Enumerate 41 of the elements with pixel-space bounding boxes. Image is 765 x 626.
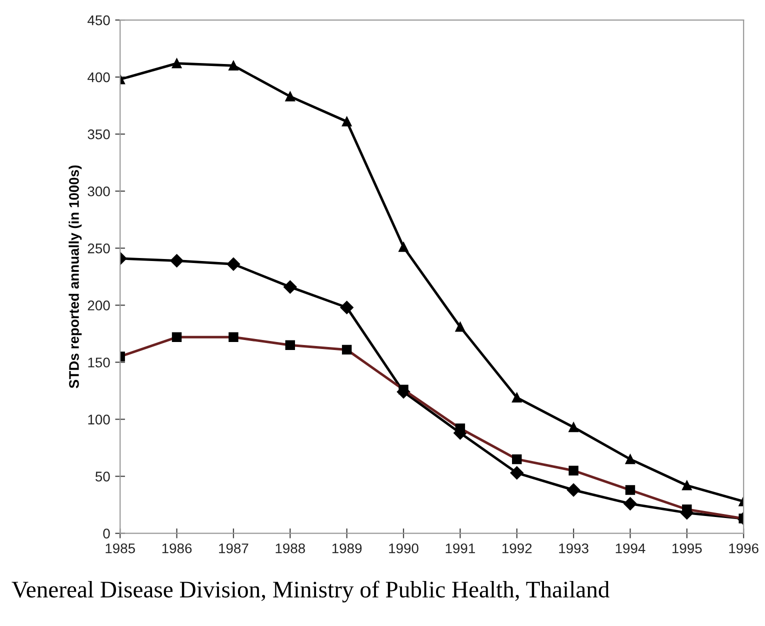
- y-tick-label: 300: [88, 186, 110, 196]
- x-tick-label: 1995: [672, 543, 702, 554]
- point: [624, 497, 637, 510]
- point: [284, 280, 297, 294]
- x-tick-label: 1988: [276, 543, 305, 554]
- y-tick-label: 400: [88, 72, 110, 82]
- point: [568, 422, 578, 432]
- x-tick-label: 1992: [502, 543, 532, 554]
- x-tick-label: 1986: [162, 543, 192, 554]
- y-tick-label: 150: [88, 358, 110, 368]
- point: [170, 254, 184, 268]
- y-tick-label: 50: [95, 472, 110, 482]
- y-tick-label: 0: [103, 528, 110, 539]
- x-tick-label: 1987: [219, 543, 248, 554]
- y-tick-label: 450: [88, 15, 110, 26]
- point: [455, 322, 466, 332]
- y-tick-label: 200: [88, 300, 110, 310]
- point: [625, 454, 636, 464]
- y-tick-label: 100: [88, 414, 110, 424]
- x-tick-label: 1985: [106, 543, 135, 554]
- y-axis-title: STDs reported annually (in 1000s): [68, 165, 82, 388]
- point: [512, 392, 522, 402]
- point: [172, 58, 182, 68]
- point: [510, 466, 524, 480]
- x-tick-label: 1991: [446, 543, 475, 554]
- y-tick-label: 350: [88, 129, 110, 140]
- y-tick-label: 250: [88, 244, 110, 254]
- point: [285, 92, 296, 102]
- x-tick-label: 1996: [729, 543, 758, 554]
- point: [398, 242, 408, 252]
- x-tick-label: 1994: [616, 543, 646, 554]
- x-tick-label: 1990: [389, 543, 418, 554]
- text: Venereal Disease Division, Ministry of Public Health, Thailand: [12, 580, 610, 602]
- point: [566, 483, 580, 497]
- x-tick-label: 1989: [332, 543, 362, 554]
- point: [228, 60, 238, 71]
- point: [342, 116, 352, 126]
- point: [340, 300, 354, 314]
- point: [682, 480, 692, 490]
- x-tick-label: 1993: [559, 543, 588, 554]
- point: [226, 258, 240, 271]
